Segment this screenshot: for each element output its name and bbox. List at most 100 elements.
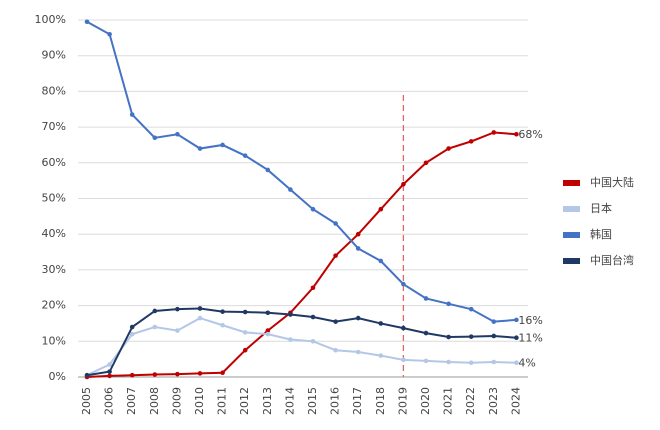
data-point (288, 312, 293, 317)
data-point (152, 372, 158, 377)
data-point (310, 339, 316, 344)
data-point (333, 253, 338, 258)
data-point (220, 142, 225, 148)
data-point (333, 347, 338, 353)
x-tick-label: 2021 (442, 387, 455, 415)
y-tick-label: 90% (42, 49, 66, 62)
x-tick-label: 2016 (329, 387, 342, 415)
data-point (152, 324, 158, 330)
legend-swatch (563, 180, 580, 186)
data-point (175, 371, 180, 377)
data-label: 16% (518, 314, 542, 327)
x-tick-label: 2006 (103, 387, 116, 415)
x-tick-label: 2019 (396, 387, 409, 415)
x-tick-label: 2012 (238, 387, 251, 415)
data-point (220, 370, 225, 376)
x-tick-label: 2013 (261, 387, 274, 415)
series-line (86, 307, 517, 377)
x-tick-label: 2009 (170, 387, 183, 415)
x-tick-label: 2010 (193, 387, 206, 415)
data-point (468, 334, 474, 339)
data-point (84, 372, 90, 378)
y-tick-label: 80% (42, 84, 66, 97)
data-point (242, 330, 248, 335)
x-tick-label: 2023 (487, 387, 500, 415)
data-label: 11% (518, 332, 542, 345)
data-point (310, 206, 316, 212)
data-point (491, 130, 497, 135)
data-point (514, 317, 519, 323)
data-point (468, 306, 474, 312)
x-tick-label: 2015 (306, 387, 319, 415)
data-point (175, 306, 180, 312)
data-point (378, 353, 384, 358)
data-point (491, 333, 497, 339)
data-point (107, 31, 112, 37)
data-point (446, 146, 451, 151)
data-point (288, 337, 293, 342)
series-line (86, 131, 517, 378)
data-label: 4% (518, 357, 535, 370)
data-point (265, 310, 271, 316)
y-tick-label: 0% (49, 370, 66, 383)
legend-label: 中国大陆 (590, 175, 634, 189)
data-point (378, 206, 384, 212)
x-tick-label: 2007 (125, 387, 138, 415)
data-point (152, 308, 158, 314)
x-tick-label: 2018 (374, 387, 387, 415)
data-point (491, 359, 497, 365)
legend-swatch (563, 232, 580, 238)
data-point (468, 360, 474, 366)
x-tick-label: 2022 (464, 387, 477, 415)
data-point (310, 285, 316, 291)
data-point (220, 309, 225, 314)
data-point (491, 319, 497, 324)
data-point (107, 362, 112, 367)
data-point (288, 187, 293, 192)
legend-label: 日本 (590, 201, 612, 215)
data-point (265, 328, 271, 333)
data-point (514, 335, 519, 341)
data-point (355, 246, 361, 251)
data-point (423, 358, 429, 364)
y-tick-label: 40% (42, 227, 66, 240)
data-point (152, 135, 158, 141)
y-tick-label: 70% (42, 120, 66, 133)
x-tick-label: 2008 (148, 387, 161, 415)
data-point (310, 314, 316, 320)
data-point (242, 153, 248, 158)
legend-label: 韩国 (590, 227, 612, 241)
x-tick-label: 2005 (80, 387, 93, 415)
data-point (401, 181, 406, 187)
y-tick-label: 50% (42, 192, 66, 205)
data-point (378, 258, 384, 264)
data-point (423, 330, 429, 336)
data-point (197, 315, 203, 321)
data-point (107, 373, 112, 379)
data-point (129, 112, 135, 117)
y-tick-label: 100% (35, 13, 66, 26)
data-point (242, 309, 248, 315)
data-point (401, 325, 406, 331)
data-point (355, 231, 361, 237)
data-point (446, 301, 451, 307)
data-point (468, 139, 474, 144)
data-point (514, 131, 519, 137)
data-point (197, 371, 203, 376)
data-point (175, 131, 180, 137)
data-point (378, 321, 384, 326)
data-point (197, 146, 203, 151)
data-point (333, 221, 338, 226)
y-tick-label: 30% (42, 263, 66, 276)
x-tick-label: 2011 (216, 387, 229, 415)
y-tick-label: 20% (42, 299, 66, 312)
data-point (423, 160, 429, 166)
data-point (129, 372, 135, 378)
x-tick-label: 2014 (283, 387, 296, 415)
data-point (197, 306, 203, 311)
data-point (220, 322, 225, 328)
data-point (401, 281, 406, 287)
legend-swatch (563, 206, 580, 212)
data-point (423, 296, 429, 301)
